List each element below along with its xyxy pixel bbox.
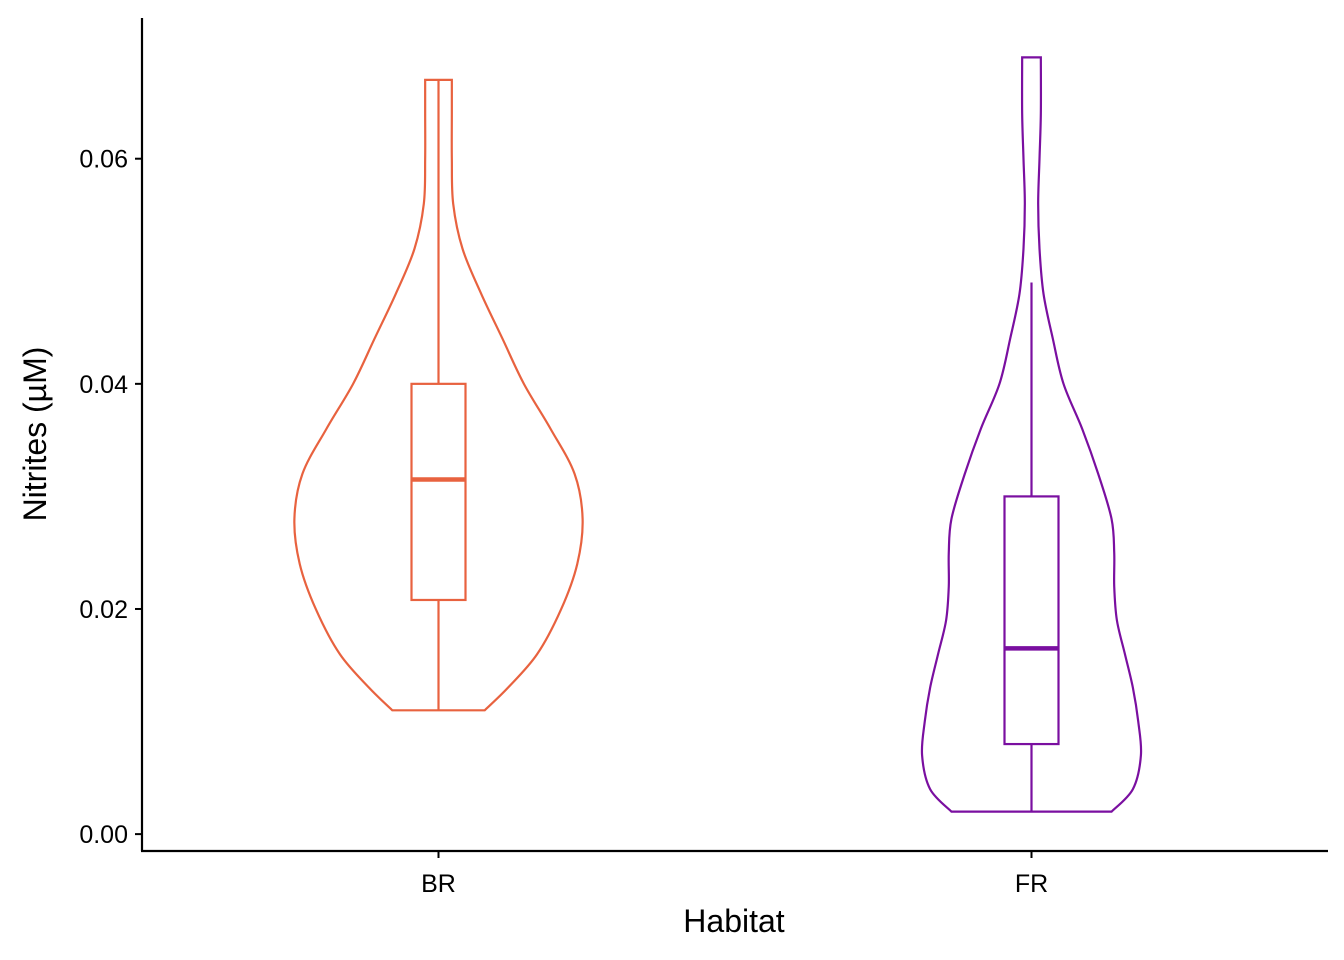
y-tick-label: 0.06 bbox=[79, 146, 128, 174]
y-tick-label: 0.04 bbox=[79, 371, 128, 399]
y-axis-title: Nitrites (µM) bbox=[17, 347, 53, 522]
y-tick-label: 0.00 bbox=[79, 821, 128, 849]
plot-area bbox=[293, 56, 1143, 813]
y-tick-label: 0.02 bbox=[79, 596, 128, 624]
axes: 0.00 0.02 0.04 0.06 BR FR bbox=[79, 146, 1048, 898]
box-FR bbox=[1003, 495, 1060, 746]
violin-BR bbox=[293, 78, 584, 712]
violin-FR bbox=[920, 56, 1143, 813]
x-tick-label: BR bbox=[421, 870, 456, 898]
x-tick-label: FR bbox=[1015, 870, 1048, 898]
box-BR bbox=[410, 382, 467, 602]
x-axis-title: Habitat bbox=[683, 903, 785, 939]
